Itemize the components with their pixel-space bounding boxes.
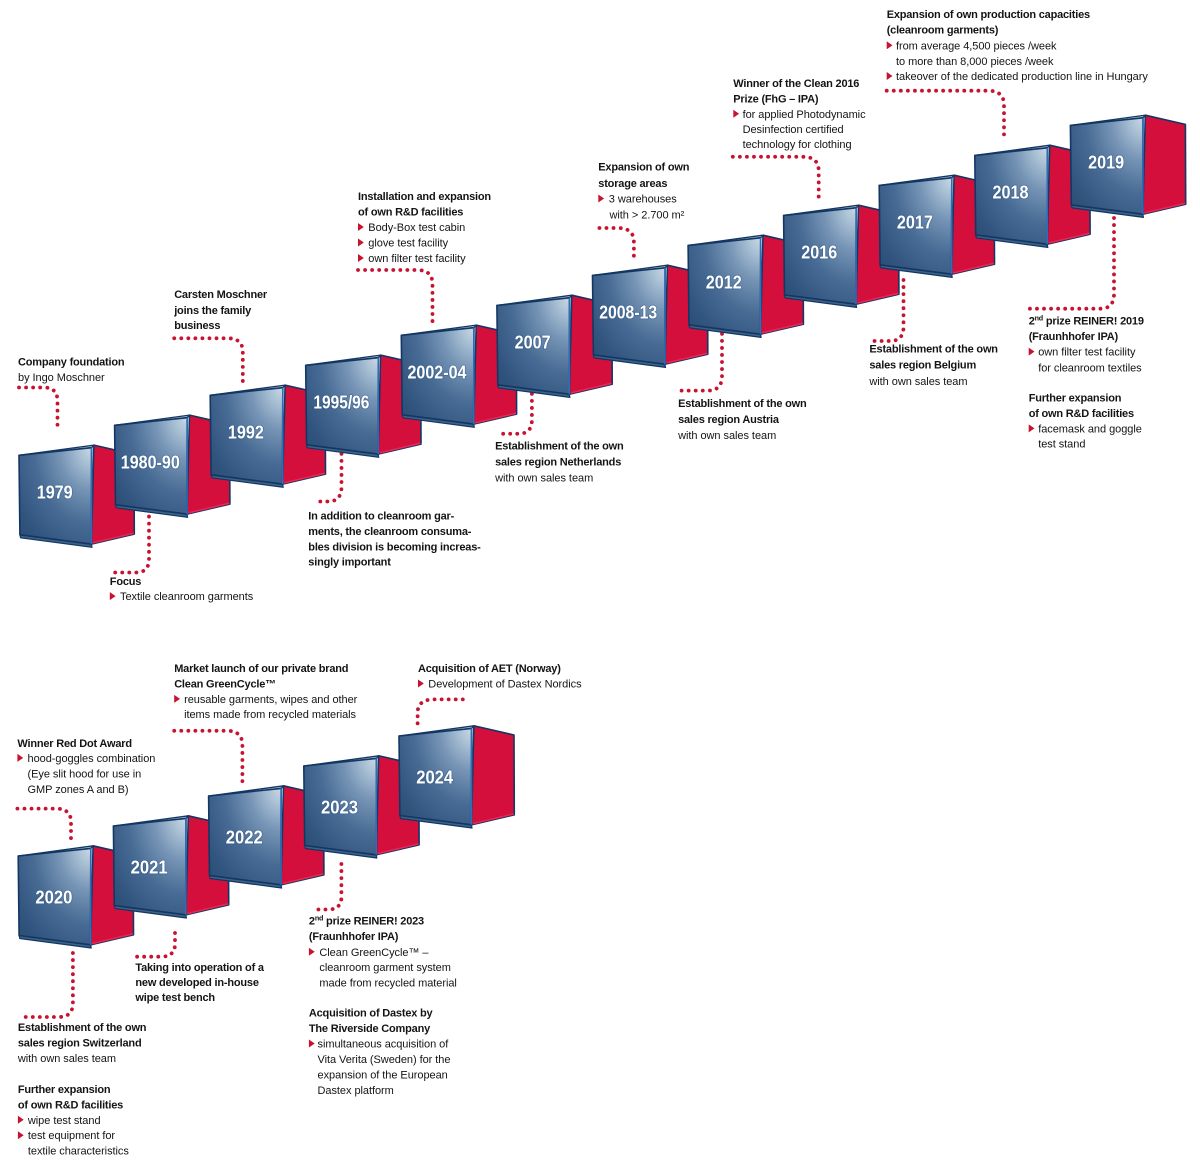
svg-text:Clean GreenCycle™: Clean GreenCycle™ — [174, 679, 276, 691]
svg-text:3 warehouses: 3 warehouses — [609, 194, 677, 206]
svg-text:Carsten Moschner: Carsten Moschner — [174, 289, 268, 301]
svg-text:2020: 2020 — [35, 888, 72, 908]
svg-text:1992: 1992 — [228, 422, 264, 442]
svg-text:own filter test facility: own filter test facility — [1038, 347, 1136, 359]
svg-text:Expansion of own production ca: Expansion of own production capacities — [887, 9, 1090, 21]
svg-text:takeover of the dedicated prod: takeover of the dedicated production lin… — [896, 71, 1148, 83]
svg-text:Establishment of the own: Establishment of the own — [678, 398, 807, 410]
svg-text:wipe test bench: wipe test bench — [134, 992, 215, 1004]
svg-text:expansion of the European: expansion of the European — [318, 1069, 448, 1081]
svg-text:glove test facility: glove test facility — [368, 238, 448, 250]
svg-text:of own R&D facilities: of own R&D facilities — [18, 1099, 123, 1111]
svg-text:bles division is becoming incr: bles division is becoming increas- — [308, 541, 481, 553]
svg-text:wipe test stand: wipe test stand — [27, 1115, 101, 1127]
svg-text:cleanroom garment system: cleanroom garment system — [319, 962, 450, 974]
svg-text:(Eye slit hood for use in: (Eye slit hood for use in — [28, 769, 142, 781]
svg-text:2002-04: 2002-04 — [408, 362, 467, 382]
svg-text:2007: 2007 — [515, 332, 551, 352]
svg-text:Further expansion: Further expansion — [1029, 393, 1122, 405]
svg-text:In addition to cleanroom gar-: In addition to cleanroom gar- — [308, 511, 454, 523]
svg-text:new developed in-house: new developed in-house — [135, 977, 258, 989]
svg-text:Development of Dastex Nordics: Development of Dastex Nordics — [428, 679, 582, 691]
svg-text:with > 2.700 m²: with > 2.700 m² — [609, 209, 685, 221]
svg-text:own filter test facility: own filter test facility — [368, 253, 466, 265]
svg-text:test equipment for: test equipment for — [28, 1130, 116, 1142]
svg-text:2018: 2018 — [993, 182, 1029, 202]
svg-text:2nd prize REINER! 2023: 2nd prize REINER! 2023 — [309, 914, 424, 928]
svg-text:Desinfection certified: Desinfection certified — [743, 124, 844, 136]
svg-text:business: business — [174, 320, 220, 332]
svg-text:1980-90: 1980-90 — [121, 452, 180, 472]
svg-text:singly important: singly important — [308, 556, 391, 568]
svg-text:Establishment of the own: Establishment of the own — [869, 344, 998, 356]
svg-text:hood-goggles combination: hood-goggles combination — [28, 753, 156, 765]
svg-text:The Riverside Company: The Riverside Company — [309, 1023, 431, 1035]
svg-text:Vita Verita (Sweden) for the: Vita Verita (Sweden) for the — [318, 1054, 451, 1066]
svg-text:by Ingo Moschner: by Ingo Moschner — [18, 372, 105, 384]
svg-text:made from recycled material: made from recycled material — [319, 978, 456, 990]
svg-text:technology for clothing: technology for clothing — [743, 139, 852, 151]
svg-text:Body-Box test cabin: Body-Box test cabin — [368, 222, 465, 234]
svg-text:Winner Red Dot Award: Winner Red Dot Award — [17, 738, 131, 750]
svg-text:Acquisition of Dastex by: Acquisition of Dastex by — [309, 1008, 434, 1020]
svg-text:with own sales team: with own sales team — [677, 430, 776, 442]
svg-text:(Fraunhhofer IPA): (Fraunhhofer IPA) — [309, 931, 399, 943]
svg-text:test stand: test stand — [1038, 439, 1085, 451]
svg-text:2019: 2019 — [1088, 152, 1124, 172]
svg-text:(cleanroom garments): (cleanroom garments) — [887, 25, 999, 37]
svg-text:Acquisition of AET (Norway): Acquisition of AET (Norway) — [418, 663, 561, 675]
svg-text:Dastex platform: Dastex platform — [318, 1085, 394, 1097]
svg-text:Winner of the Clean 2016: Winner of the Clean 2016 — [733, 78, 859, 90]
svg-text:from average 4,500 pieces /wee: from average 4,500 pieces /week — [896, 40, 1057, 52]
svg-text:2012: 2012 — [706, 272, 742, 292]
svg-text:Prize (FhG – IPA): Prize (FhG – IPA) — [733, 94, 819, 106]
svg-text:2024: 2024 — [416, 768, 453, 788]
svg-text:Installation and expansion: Installation and expansion — [358, 191, 491, 203]
svg-text:sales region Netherlands: sales region Netherlands — [495, 456, 621, 468]
svg-text:textile characteristics: textile characteristics — [28, 1146, 129, 1158]
svg-text:(Fraunhhofer IPA): (Fraunhhofer IPA) — [1029, 331, 1119, 343]
svg-text:for applied Photodynamic: for applied Photodynamic — [743, 109, 866, 121]
svg-text:to more than 8,000 pieces /wee: to more than 8,000 pieces /week — [896, 56, 1054, 68]
svg-text:Further expansion: Further expansion — [18, 1084, 111, 1096]
svg-text:Clean GreenCycle™ –: Clean GreenCycle™ – — [319, 947, 429, 959]
svg-text:sales region Austria: sales region Austria — [678, 414, 780, 426]
svg-text:of own R&D facilities: of own R&D facilities — [1029, 408, 1134, 420]
svg-text:Textile cleanroom garments: Textile cleanroom garments — [120, 591, 254, 603]
svg-text:storage areas: storage areas — [598, 178, 667, 190]
svg-text:of own R&D facilities: of own R&D facilities — [358, 207, 463, 219]
svg-text:Expansion of own: Expansion of own — [598, 162, 689, 174]
svg-text:2nd prize REINER! 2019: 2nd prize REINER! 2019 — [1029, 314, 1144, 328]
svg-text:Focus: Focus — [110, 576, 141, 588]
svg-text:for cleanroom textiles: for cleanroom textiles — [1038, 362, 1142, 374]
svg-text:1979: 1979 — [37, 482, 73, 502]
svg-text:with own sales team: with own sales team — [868, 376, 967, 388]
svg-text:Taking into operation of a: Taking into operation of a — [135, 962, 265, 974]
svg-text:simultaneous acquisition of: simultaneous acquisition of — [318, 1039, 450, 1051]
svg-text:2017: 2017 — [897, 212, 933, 232]
svg-text:2022: 2022 — [226, 828, 263, 848]
svg-text:Establishment of the own: Establishment of the own — [495, 440, 624, 452]
svg-text:Market launch of our private b: Market launch of our private brand — [174, 663, 348, 675]
svg-text:GMP zones A and B): GMP zones A and B) — [28, 784, 129, 796]
svg-text:sales region Belgium: sales region Belgium — [869, 360, 976, 372]
svg-text:sales region Switzerland: sales region Switzerland — [18, 1038, 142, 1050]
svg-text:2021: 2021 — [131, 858, 168, 878]
svg-text:Establishment of the own: Establishment of the own — [18, 1022, 147, 1034]
svg-text:items made from recycled mater: items made from recycled materials — [184, 709, 356, 721]
svg-text:1995/96: 1995/96 — [313, 392, 369, 412]
svg-text:joins the family: joins the family — [173, 305, 252, 317]
svg-text:2023: 2023 — [321, 798, 358, 818]
svg-text:2008-13: 2008-13 — [599, 302, 657, 322]
svg-text:Company foundation: Company foundation — [18, 356, 125, 368]
svg-text:ments, the cleanroom consuma-: ments, the cleanroom consuma- — [308, 526, 471, 538]
svg-text:facemask and goggle: facemask and goggle — [1038, 423, 1142, 435]
svg-text:2016: 2016 — [801, 242, 837, 262]
svg-text:with own sales team: with own sales team — [494, 473, 593, 485]
svg-text:reusable garments, wipes and o: reusable garments, wipes and other — [184, 694, 358, 706]
svg-text:with own sales team: with own sales team — [17, 1053, 116, 1065]
